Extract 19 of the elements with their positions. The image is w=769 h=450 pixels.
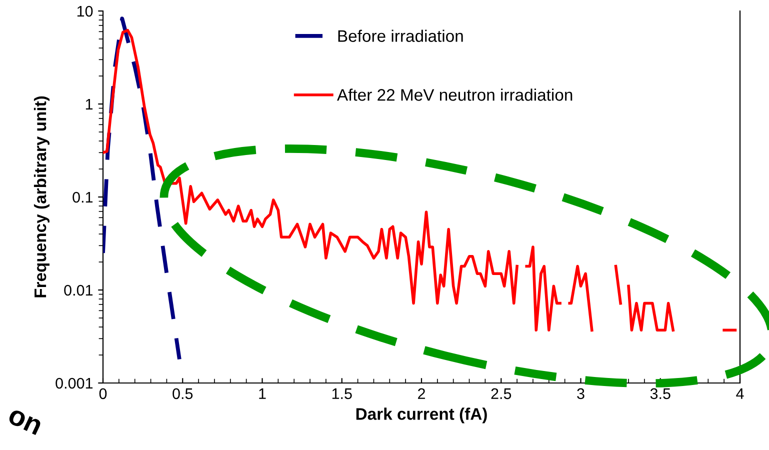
x-tick-label: 4 [736, 388, 744, 399]
y-tick-label: 0.01 [64, 284, 93, 296]
x-tick-label: 1.5 [332, 388, 352, 400]
y-tick-label: 1 [86, 99, 93, 110]
x-tick-label: 0.5 [172, 388, 193, 400]
text: on [7, 408, 42, 436]
legend-label: Before irradiation [338, 30, 463, 42]
x-tick-label: 3.5 [650, 388, 670, 400]
x-axis-title: Dark current (fA) [356, 408, 487, 424]
y-tick-label: 0.1 [72, 192, 93, 203]
y-tick-label: 0.001 [56, 378, 93, 389]
x-tick-label: 1 [259, 388, 266, 399]
y-tick-label: 10 [77, 6, 93, 17]
x-tick-label: 3 [577, 388, 584, 400]
legend-label: After 22 MeV neutron irradiation [336, 88, 572, 101]
y-axis-title: Frequency (arbitrary unit) [34, 96, 50, 298]
x-tick-label: 2 [418, 388, 425, 399]
x-tick-label: 2.5 [491, 388, 512, 400]
x-tick-label: 0 [99, 388, 107, 400]
